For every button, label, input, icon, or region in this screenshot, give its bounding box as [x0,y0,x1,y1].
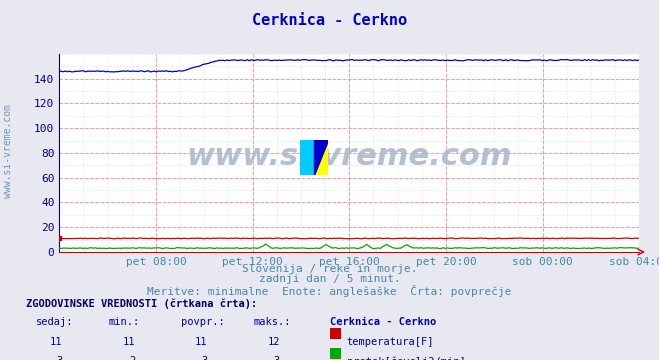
Text: 3: 3 [57,356,63,360]
Text: 12: 12 [268,337,280,347]
Text: 11: 11 [195,337,208,347]
Text: min.:: min.: [109,317,140,327]
Text: Cerknica - Cerkno: Cerknica - Cerkno [252,13,407,28]
Text: 3: 3 [202,356,208,360]
Text: 3: 3 [274,356,280,360]
Text: www.si-vreme.com: www.si-vreme.com [186,143,512,171]
Text: sedaj:: sedaj: [36,317,74,327]
Text: temperatura[F]: temperatura[F] [347,337,434,347]
Polygon shape [314,140,328,175]
Text: Cerknica - Cerkno: Cerknica - Cerkno [330,317,436,327]
Text: 2: 2 [129,356,135,360]
Text: www.si-vreme.com: www.si-vreme.com [3,104,13,198]
Bar [300,140,314,175]
Text: ZGODOVINSKE VREDNOSTI (črtkana črta):: ZGODOVINSKE VREDNOSTI (črtkana črta): [26,298,258,309]
Text: povpr.:: povpr.: [181,317,225,327]
Polygon shape [314,140,328,175]
Text: Slovenija / reke in morje.: Slovenija / reke in morje. [242,264,417,274]
Text: Meritve: minimalne  Enote: anglešaške  Črta: povprečje: Meritve: minimalne Enote: anglešaške Črt… [147,285,512,297]
Text: 11: 11 [50,337,63,347]
Text: zadnji dan / 5 minut.: zadnji dan / 5 minut. [258,274,401,284]
Text: 11: 11 [123,337,135,347]
Text: maks.:: maks.: [254,317,291,327]
Text: pretok[čevelj3/min]: pretok[čevelj3/min] [347,356,465,360]
